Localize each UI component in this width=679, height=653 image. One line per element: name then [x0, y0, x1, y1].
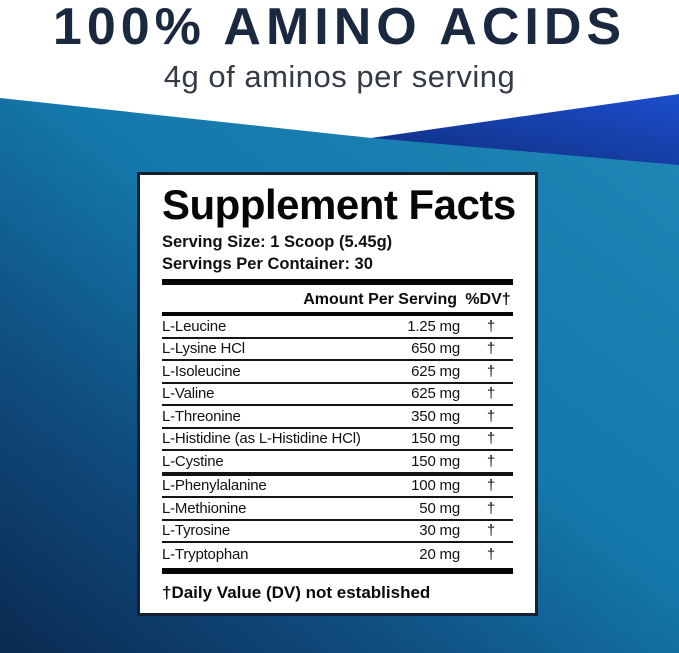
ingredient-amount: 625 mg [411, 385, 460, 403]
ingredient-amount: 30 mg [419, 522, 460, 540]
table-row: L-Threonine 350 mg † [162, 406, 513, 429]
ingredient-name: L-Isoleucine [162, 362, 241, 380]
ingredient-dv: † [486, 499, 496, 517]
ingredient-name: L-Valine [162, 385, 215, 403]
divider-thick-top [162, 279, 513, 285]
ingredient-name: L-Histidine (as L-Histidine HCl) [162, 430, 361, 448]
ingredient-amount: 1.25 mg [407, 317, 460, 335]
product-headline: 100% AMINO ACIDS [52, 0, 627, 56]
header-percent-dv: %DV† [465, 291, 511, 308]
serving-info: Serving Size: 1 Scoop (5.45g) Servings P… [162, 231, 513, 275]
dv-footnote: †Daily Value (DV) not established [162, 582, 431, 602]
ingredient-dv: † [486, 430, 496, 448]
divider-medium [162, 312, 513, 316]
ingredient-dv: † [486, 407, 496, 425]
ingredient-dv: † [486, 477, 496, 495]
ingredient-dv: † [486, 545, 496, 563]
ingredient-amount: 100 mg [411, 477, 460, 495]
ingredient-name: L-Methionine [162, 499, 247, 517]
table-row: L-Methionine 50 mg † [162, 498, 513, 521]
ingredient-name: L-Phenylalanine [162, 477, 267, 495]
ingredient-amount: 625 mg [411, 362, 460, 380]
ingredient-dv: † [486, 452, 496, 470]
ingredient-amount: 20 mg [419, 545, 460, 563]
table-row: L-Tyrosine 30 mg † [162, 521, 513, 543]
supplement-facts-panel: Supplement Facts Serving Size: 1 Scoop (… [137, 172, 538, 616]
product-subheadline: 4g of aminos per serving [163, 59, 516, 94]
ingredient-name: L-Leucine [162, 317, 227, 335]
accent-triangle [350, 94, 679, 165]
panel-title: Supplement Facts [162, 181, 516, 228]
serving-size: Serving Size: 1 Scoop (5.45g) [162, 233, 393, 251]
top-white-wedge [0, 0, 679, 138]
ingredient-dv: † [486, 522, 496, 540]
table-row: L-Leucine 1.25 mg † [162, 316, 513, 339]
ingredient-amount: 150 mg [411, 430, 460, 448]
divider-thick-bottom [162, 567, 513, 574]
table-row: L-Tryptophan 20 mg † [162, 543, 513, 566]
table-row: L-Phenylalanine 100 mg † [162, 476, 513, 498]
ingredient-amount: 50 mg [419, 499, 460, 517]
ingredient-name: L-Tryptophan [162, 545, 249, 563]
ingredient-amount: 650 mg [411, 340, 460, 358]
ingredient-dv: † [486, 385, 496, 403]
ingredient-dv: † [486, 362, 496, 380]
header-amount-per-serving: Amount Per Serving [303, 291, 457, 308]
ingredient-name: L-Lysine HCl [162, 340, 245, 358]
ingredient-name: L-Tyrosine [162, 522, 231, 540]
ingredient-table: L-Leucine 1.25 mg † L-Lysine HCl 650 mg … [162, 316, 513, 566]
servings-per-container: Servings Per Container: 30 [162, 255, 373, 273]
ingredient-amount: 350 mg [411, 407, 460, 425]
hero-section: 100% AMINO ACIDS 4g of aminos per servin… [0, 0, 679, 95]
table-row: L-Isoleucine 625 mg † [162, 361, 513, 384]
table-header-row: Amount Per Serving %DV† [162, 285, 513, 312]
table-row: L-Valine 625 mg † [162, 384, 513, 406]
table-row: L-Cystine 150 mg † [162, 451, 513, 476]
table-row: L-Histidine (as L-Histidine HCl) 150 mg … [162, 429, 513, 451]
ingredient-dv: † [486, 317, 496, 335]
ingredient-amount: 150 mg [411, 452, 460, 470]
ingredient-name: L-Cystine [162, 452, 224, 470]
table-row: L-Lysine HCl 650 mg † [162, 339, 513, 361]
ingredient-dv: † [486, 340, 496, 358]
ingredient-name: L-Threonine [162, 407, 241, 425]
